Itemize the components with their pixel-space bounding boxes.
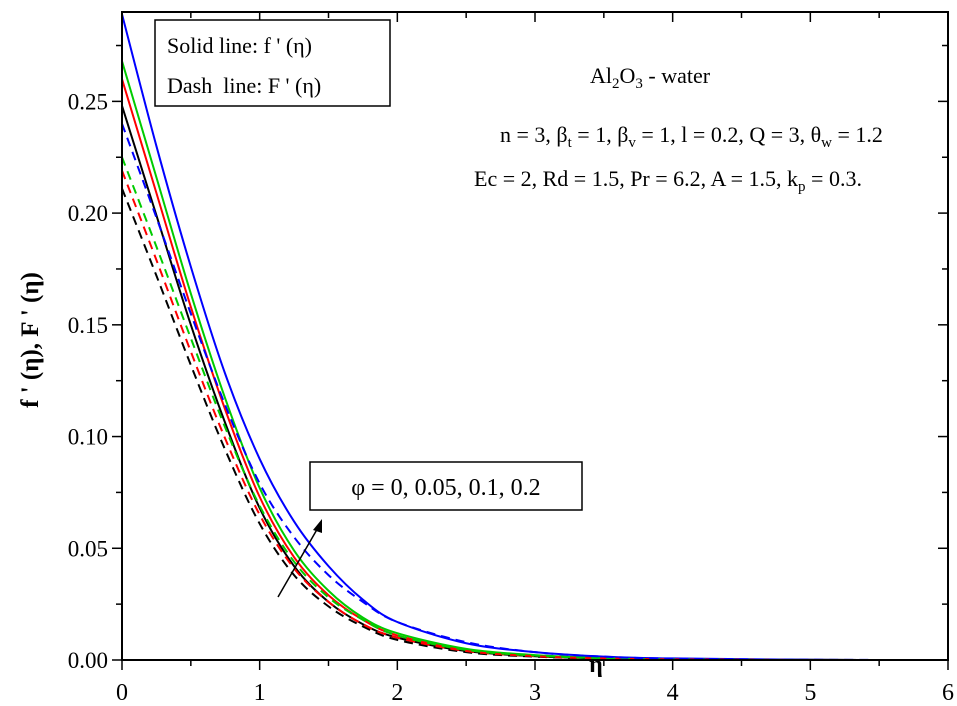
tick-labels: 0 1 2 3 4 5 6 0.00 0.05 0.10 0.15 0.20 0.25 [68, 89, 954, 706]
params-line-2: Ec = 2, Rd = 1.5, Pr = 6.2, A = 1.5, kp … [474, 166, 862, 195]
plot-frame [121, 11, 949, 661]
subscript: t [568, 135, 573, 151]
x-tick-label: 5 [804, 680, 816, 706]
text-segment: = 0.3. [806, 166, 862, 191]
fluid-annotation: Al2O3 - water [590, 63, 711, 92]
x-tick-label: 2 [391, 680, 403, 706]
params-line-1: n = 3, βt = 1, βv = 1, l = 0.2, Q = 3, θ… [500, 122, 883, 151]
y-tick-label: 0.10 [68, 425, 108, 450]
x-tick-label: 6 [942, 680, 954, 706]
phi-text: φ = 0, 0.05, 0.1, 0.2 [351, 475, 540, 501]
y-tick-label: 0.00 [68, 648, 108, 673]
x-tick-label: 4 [667, 680, 679, 706]
legend-dash: Dash line: F ' (η) [167, 73, 321, 98]
phi-annotation: φ = 0, 0.05, 0.1, 0.2 [309, 461, 583, 511]
y-tick-label: 0.15 [68, 313, 108, 338]
text-segment: = 1, l = 0.2, Q = 3, θ [636, 122, 821, 147]
series-line-3 [121, 13, 949, 661]
text-segment: Al [590, 63, 612, 88]
legend-solid: Solid line: f ' (η) [167, 33, 312, 58]
legend-box [154, 19, 391, 107]
subscript: p [798, 179, 806, 195]
y-axis-label: f ' (η), F ' (η) [17, 272, 44, 408]
series-line-2 [121, 60, 949, 661]
text-segment: Ec = 2, Rd = 1.5, Pr = 6.2, A = 1.5, k [474, 166, 798, 191]
text-segment: = 1.2 [832, 122, 883, 147]
series-line-7 [121, 123, 949, 661]
subscript: v [628, 135, 636, 151]
text-segment: = 1, β [572, 122, 629, 147]
phi-box [309, 461, 583, 511]
text-segment: O [620, 63, 636, 88]
y-tick-label: 0.05 [68, 536, 108, 561]
subscript: w [821, 135, 832, 151]
series-line-6 [121, 156, 949, 662]
ticks [112, 12, 949, 670]
x-tick-label: 0 [116, 680, 128, 706]
text-segment: - water [643, 63, 711, 88]
y-tick-label: 0.25 [68, 89, 108, 114]
increase-arrow [277, 519, 322, 598]
y-tick-label: 0.20 [68, 201, 108, 226]
x-tick-label: 3 [529, 680, 541, 706]
subscript: 2 [612, 76, 620, 92]
subscript: 3 [635, 76, 643, 92]
series-line-4 [121, 188, 949, 662]
text-segment: n = 3, β [500, 122, 568, 147]
curves [121, 13, 949, 662]
series-line-5 [121, 170, 949, 662]
x-tick-label: 1 [254, 680, 266, 706]
legend: Solid line: f ' (η) Dash line: F ' (η) [154, 19, 391, 107]
x-axis-label: η [589, 652, 603, 678]
